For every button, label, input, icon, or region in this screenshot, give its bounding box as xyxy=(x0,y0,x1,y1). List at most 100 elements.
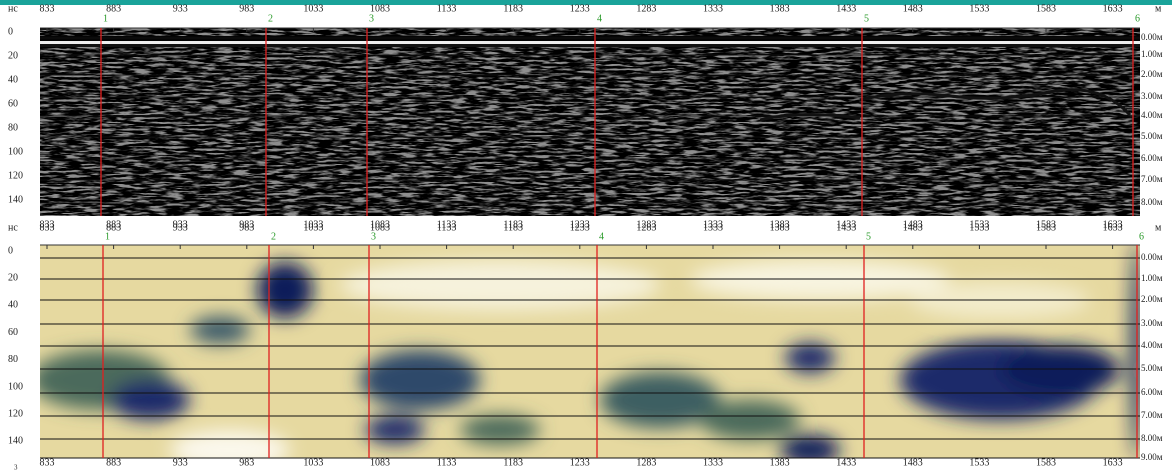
x-tick-label: 1483 xyxy=(903,457,923,468)
x-tick-label: 1583 xyxy=(1036,219,1056,230)
x-tick-label: 933 xyxy=(173,222,188,233)
surface-reflection xyxy=(40,44,1140,47)
y-tick-label: 140 xyxy=(8,194,23,205)
y-tick-label: 100 xyxy=(8,146,23,157)
x-tick-label: 1333 xyxy=(703,219,723,230)
y-tick-label: 80 xyxy=(8,354,18,365)
x-tick-label: 1483 xyxy=(903,219,923,230)
depth-label: 0.00м xyxy=(1141,252,1163,262)
x-tick-label: 1083 xyxy=(370,3,390,14)
x-tick-label: 1083 xyxy=(370,457,390,468)
x-tick-label: 883 xyxy=(106,222,121,233)
x-tick-label: 1433 xyxy=(836,3,856,14)
x-tick-label: 1133 xyxy=(437,219,457,230)
x-tick-label: 1233 xyxy=(570,3,590,14)
x-tick-label: 1633 xyxy=(1103,222,1123,233)
depth-label: 5.00м xyxy=(1141,131,1163,141)
x-tick-label: 1433 xyxy=(836,219,856,230)
x-tick-label: 1333 xyxy=(703,457,723,468)
marker-label: 1 xyxy=(105,231,110,242)
x-tick-label: 1533 xyxy=(969,3,989,14)
x-tick-label: 1183 xyxy=(503,222,523,233)
marker-label: 6 xyxy=(1135,13,1140,24)
x-tick-label: 1633 xyxy=(1103,3,1123,14)
x-tick-label: 1433 xyxy=(836,222,856,233)
depth-label: 0.00м xyxy=(1141,32,1163,42)
y-tick-label: 60 xyxy=(8,98,18,109)
depth-label: 2.00м xyxy=(1141,294,1163,304)
x-tick-label: 933 xyxy=(173,219,188,230)
x-tick-label: 1633 xyxy=(1103,219,1123,230)
reflection xyxy=(859,88,1132,117)
x-tick-label: 1283 xyxy=(636,457,656,468)
x-tick-label: 1083 xyxy=(370,222,390,233)
x-tick-label: 1183 xyxy=(503,219,523,230)
y-tick-label: 100 xyxy=(8,381,23,392)
depth-label: 3.00м xyxy=(1141,318,1163,328)
x-tick-label: 1383 xyxy=(770,219,790,230)
depth-label: 1.00м xyxy=(1141,49,1163,59)
depth-label: 7.00м xyxy=(1141,174,1163,184)
depth-label: 6.00м xyxy=(1141,387,1163,397)
x-tick-label: 1033 xyxy=(303,457,323,468)
y-tick-label: 120 xyxy=(8,170,23,181)
x-tick-label: 833 xyxy=(40,3,55,14)
y-tick-label: 0 xyxy=(8,245,13,256)
marker-label: 5 xyxy=(864,13,869,24)
x-tick-label: 1333 xyxy=(703,3,723,14)
depth-label: 5.00м xyxy=(1141,363,1163,373)
x-tick-label: 1183 xyxy=(503,457,523,468)
x-tick-label: 833 xyxy=(40,222,55,233)
x-tick-label: 933 xyxy=(173,457,188,468)
x-tick-label: 1183 xyxy=(503,3,523,14)
x-tick-label: 1233 xyxy=(570,222,590,233)
x-tick-label: 1133 xyxy=(437,457,457,468)
x-tick-label: 833 xyxy=(40,219,55,230)
marker-label: 4 xyxy=(597,13,602,24)
depth-label: 4.00м xyxy=(1141,340,1163,350)
marker-label: 6 xyxy=(1139,231,1144,242)
x-tick-label: 1083 xyxy=(370,219,390,230)
x-tick-label: 1433 xyxy=(836,457,856,468)
y-unit: нс xyxy=(8,3,18,14)
depth-label: 4.00м xyxy=(1141,110,1163,120)
marker-label: 3 xyxy=(369,13,374,24)
depth-label: 1.00м xyxy=(1141,273,1163,283)
reflection xyxy=(759,112,861,122)
y-tick-label: 20 xyxy=(8,50,18,61)
x-tick-label: 983 xyxy=(239,3,254,14)
y-tick-label: 40 xyxy=(8,74,18,85)
y-tick-label: 20 xyxy=(8,272,18,283)
y-tick-label: 120 xyxy=(8,408,23,419)
depth-label: 8.00м xyxy=(1141,433,1163,443)
x-tick-label: 1283 xyxy=(636,222,656,233)
x-tick-label: 833 xyxy=(40,457,55,468)
y-tick-label: 40 xyxy=(8,300,18,311)
depth-label: 7.00м xyxy=(1141,410,1163,420)
y-tick-label: 140 xyxy=(8,436,23,447)
y-tick-label: 60 xyxy=(8,327,18,338)
x-unit: м xyxy=(1155,222,1162,233)
x-tick-label: 933 xyxy=(173,3,188,14)
footer-text: 3 xyxy=(14,464,18,472)
depth-label: 2.00м xyxy=(1141,69,1163,79)
x-tick-label: 1533 xyxy=(969,219,989,230)
marker-label: 4 xyxy=(599,231,604,242)
x-tick-label: 1583 xyxy=(1036,222,1056,233)
depth-label: 8.00м xyxy=(1141,197,1163,207)
marker-label: 2 xyxy=(271,231,276,242)
x-tick-label: 1583 xyxy=(1036,457,1056,468)
x-tick-label: 983 xyxy=(239,219,254,230)
top-strip xyxy=(0,0,1172,5)
x-tick-label: 1033 xyxy=(303,3,323,14)
y-tick-label: 80 xyxy=(8,122,18,133)
depth-label: 9.00м xyxy=(1141,452,1163,462)
x-tick-label: 1533 xyxy=(969,222,989,233)
x-tick-label: 1233 xyxy=(570,457,590,468)
marker-label: 5 xyxy=(866,231,871,242)
x-tick-label: 1633 xyxy=(1103,457,1123,468)
y-unit: нс xyxy=(8,222,18,233)
x-tick-label: 1583 xyxy=(1036,3,1056,14)
x-tick-label: 1483 xyxy=(903,3,923,14)
x-unit: м xyxy=(1155,3,1162,14)
